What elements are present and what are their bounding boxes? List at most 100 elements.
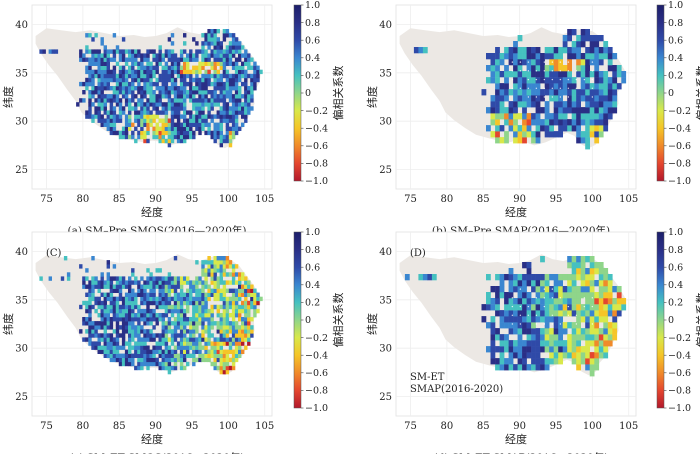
grid-cell xyxy=(131,304,135,310)
grid-cell xyxy=(571,89,577,96)
grid-cell xyxy=(201,264,205,269)
grid-cell xyxy=(228,90,233,95)
grid-cell xyxy=(207,325,211,330)
grid-cell xyxy=(580,268,586,275)
grid-cell xyxy=(490,65,496,72)
grid-cell xyxy=(161,292,165,297)
grid-cell xyxy=(155,106,159,111)
grid-cell xyxy=(526,131,532,138)
grid-cell xyxy=(253,73,257,79)
grid-cell xyxy=(158,276,162,281)
grid-cell xyxy=(210,98,214,103)
stipple-dot xyxy=(527,61,530,63)
grid-cell xyxy=(106,341,110,346)
grid-cell xyxy=(201,333,205,338)
grid-cell xyxy=(526,328,532,335)
grid-cell xyxy=(140,357,144,363)
grid-cell xyxy=(103,77,107,83)
grid-cell xyxy=(106,118,110,123)
grid-cell xyxy=(490,322,496,329)
grid-cell xyxy=(189,300,193,306)
grid-cell xyxy=(103,337,107,342)
grid-cell xyxy=(39,49,43,54)
grid-cell xyxy=(216,313,220,318)
grid-cell xyxy=(522,137,527,144)
grid-cell xyxy=(128,90,132,95)
grid-cell xyxy=(513,280,518,287)
grid-cell xyxy=(219,280,223,285)
grid-cell xyxy=(131,308,135,314)
grid-cell xyxy=(164,65,169,70)
grid-cell xyxy=(213,37,217,42)
grid-cell xyxy=(504,292,509,299)
grid-cell xyxy=(183,353,187,358)
grid-cell xyxy=(585,292,590,299)
grid-cell xyxy=(176,341,181,346)
grid-cell xyxy=(241,292,245,297)
grid-cell xyxy=(553,107,559,114)
grid-cell xyxy=(106,292,110,297)
grid-cell xyxy=(222,308,227,314)
grid-cell xyxy=(88,308,92,314)
grid-cell xyxy=(192,102,196,107)
grid-cell xyxy=(247,94,251,99)
grid-cell xyxy=(222,53,227,58)
x-tick-label: 85 xyxy=(113,194,126,205)
grid-cell xyxy=(97,288,101,293)
grid-cell xyxy=(186,126,190,131)
grid-cell xyxy=(94,33,98,38)
grid-cell xyxy=(121,49,126,54)
grid-cell xyxy=(198,110,202,115)
x-tick-label: 95 xyxy=(550,421,563,432)
stipple-dot xyxy=(519,70,522,72)
grid-cell xyxy=(207,106,211,111)
grid-cell xyxy=(186,69,190,75)
grid-cell xyxy=(118,114,123,119)
grid-cell xyxy=(508,286,514,293)
x-tick-label: 95 xyxy=(186,194,199,205)
grid-cell xyxy=(100,276,104,281)
colorbar-tick-label: −0.4 xyxy=(668,350,691,361)
grid-cell xyxy=(91,86,95,91)
grid-cell xyxy=(198,341,202,346)
grid-cell xyxy=(544,358,550,365)
grid-cell xyxy=(504,274,509,281)
grid-cell xyxy=(250,94,254,99)
grid-cell xyxy=(173,81,178,87)
grid-cell xyxy=(508,304,514,311)
grid-cell xyxy=(167,118,172,123)
grid-cell xyxy=(176,284,181,289)
grid-cell xyxy=(580,280,586,287)
grid-cell xyxy=(179,337,184,342)
grid-cell xyxy=(118,284,123,289)
grid-cell xyxy=(195,77,199,83)
grid-cell xyxy=(149,81,153,87)
grid-cell xyxy=(499,95,505,102)
significance-stipple xyxy=(511,61,594,98)
grid-cell xyxy=(513,89,518,96)
grid-cell xyxy=(222,138,227,144)
grid-cell xyxy=(210,118,214,123)
grid-cell xyxy=(234,61,239,66)
grid-cell xyxy=(526,340,532,347)
grid-cell xyxy=(170,337,175,342)
grid-cell xyxy=(97,118,101,123)
stipple-dot xyxy=(551,61,554,63)
grid-cell xyxy=(131,288,135,293)
grid-cell xyxy=(94,86,98,91)
y-tick-label: 30 xyxy=(15,344,28,355)
grid-cell xyxy=(161,73,165,79)
grid-cell xyxy=(571,274,577,281)
grid-cell xyxy=(109,353,114,358)
grid-cell xyxy=(522,328,527,335)
grid-cell xyxy=(499,364,505,371)
grid-cell xyxy=(244,325,248,330)
grid-cell xyxy=(213,264,217,269)
grid-cell xyxy=(170,313,175,318)
grid-cell xyxy=(522,95,527,102)
grid-cell xyxy=(131,296,135,302)
grid-cell xyxy=(131,272,135,277)
grid-cell xyxy=(121,37,126,42)
grid-cell xyxy=(231,86,236,91)
grid-cell xyxy=(164,94,169,99)
